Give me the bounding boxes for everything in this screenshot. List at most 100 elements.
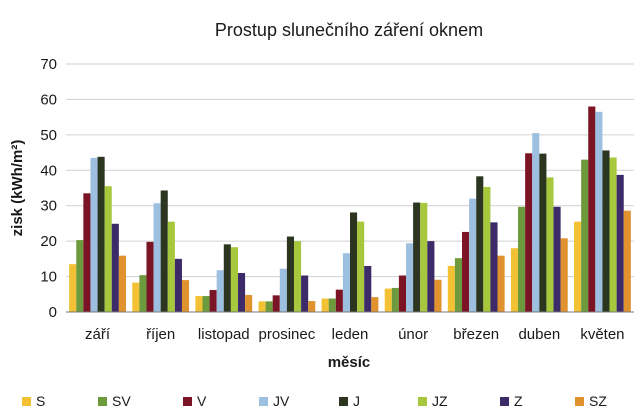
bar-z-3 [237,273,246,312]
bar-v-1 [83,193,91,312]
x-axis-ticks: září říjen listopad prosinec leden únor březen… [85,326,624,343]
bar-sz-7 [497,255,505,312]
legend-swatch-v [183,397,192,406]
bar-sz-4 [308,301,316,312]
bar-sv-4 [265,301,273,312]
bar-j-6 [413,202,421,312]
bar-j-1 [97,156,105,312]
bar-s-5 [321,298,329,312]
bar-sz-9 [623,210,631,312]
y-tick-label: 30 [40,198,57,215]
bar-z-1 [111,223,119,312]
bar-jv-4 [279,268,287,312]
bar-sz-6 [434,279,442,312]
legend-label-z: Z [514,393,523,409]
bar-jv-2 [153,203,161,312]
legend-label-jv: JV [273,393,290,409]
x-tick-label: říjen [146,326,175,343]
legend-label-j: J [353,393,360,409]
bar-sv-3 [202,296,210,312]
bar-z-2 [174,258,182,312]
bar-jz-2 [167,221,175,312]
bar-jz-5 [357,221,365,312]
x-tick-label: prosinec [259,326,316,343]
y-tick-label: 70 [40,56,57,73]
bar-sv-6 [391,287,399,312]
bar-s-2 [132,282,140,312]
bar-sz-8 [560,238,568,312]
bar-sv-9 [581,159,589,312]
bar-jv-7 [469,198,477,312]
y-tick-label: 0 [49,304,57,321]
x-tick-label: únor [398,326,428,343]
bar-z-5 [364,265,372,312]
bar-s-7 [447,265,455,312]
bar-jz-3 [230,247,238,312]
bar-z-7 [490,222,498,312]
bar-z-4 [301,275,309,312]
y-tick-label: 60 [40,91,57,108]
legend-label-sv: SV [112,393,131,409]
x-tick-label: duben [518,326,560,343]
bar-jz-1 [104,186,112,312]
x-axis-label: měsíc [328,354,371,371]
x-tick-label: listopad [198,326,250,343]
y-tick-label: 40 [40,162,57,179]
y-axis-label: zisk (kWh/m²) [9,140,26,237]
y-axis-ticks: 0 10 20 30 40 50 60 70 [40,56,57,321]
bars [69,106,631,312]
y-tick-label: 10 [40,269,57,286]
bar-v-7 [462,231,470,312]
bar-v-6 [398,275,407,312]
bar-sv-1 [76,240,84,312]
bar-sz-2 [181,280,190,312]
chart-title: Prostup slunečního záření oknem [215,20,483,40]
legend-swatch-jz [418,397,427,406]
legend: S SV V JV J JZ Z SZ [22,393,607,409]
bar-jv-3 [216,270,224,312]
bar-sv-8 [518,206,526,312]
bar-j-7 [476,176,484,312]
bar-sz-3 [245,294,253,312]
legend-swatch-s [22,397,31,406]
legend-label-s: S [36,393,45,409]
bar-jz-4 [293,241,302,312]
legend-swatch-sz [575,397,584,406]
bar-v-5 [335,289,343,312]
bar-j-4 [286,236,294,312]
bar-jz-7 [483,186,491,312]
bar-v-8 [525,153,533,312]
legend-swatch-z [500,397,509,406]
bar-s-3 [195,296,203,312]
bar-j-2 [160,190,168,312]
bar-v-3 [209,290,217,312]
bar-v-2 [146,241,154,312]
x-tick-label: květen [580,326,624,343]
bar-j-5 [350,212,358,312]
x-tick-label: září [85,326,111,343]
bar-s-8 [510,248,519,312]
x-tick-label: leden [332,326,369,343]
bar-s-6 [384,288,392,312]
bar-jv-9 [595,111,603,312]
y-tick-label: 50 [40,127,57,144]
bar-z-9 [616,174,624,312]
bar-j-9 [602,150,610,312]
bar-s-9 [574,221,582,312]
bar-v-4 [272,295,280,312]
legend-label-v: V [197,393,207,409]
bar-sv-2 [139,275,147,312]
bar-jz-8 [546,177,554,312]
bar-j-8 [539,153,547,312]
bar-jv-1 [90,157,98,312]
bar-jz-6 [420,202,428,312]
bar-jv-6 [406,243,414,312]
bar-s-1 [69,264,77,312]
bar-z-6 [427,241,435,312]
y-tick-label: 20 [40,233,57,250]
bar-jv-5 [342,253,350,312]
legend-swatch-sv [98,397,107,406]
bar-sv-7 [454,258,463,312]
x-tick-label: březen [453,326,499,343]
